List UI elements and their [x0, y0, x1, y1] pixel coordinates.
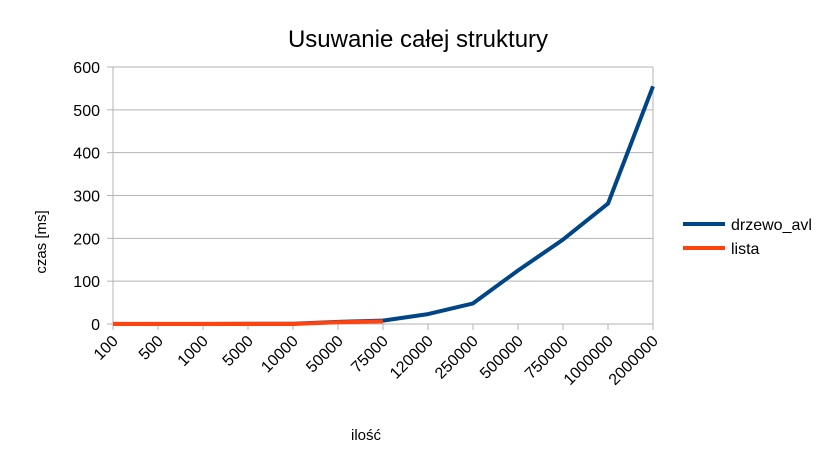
y-tick-label: 100 — [73, 274, 100, 291]
legend-label: lista — [731, 241, 760, 258]
y-tick-label: 300 — [73, 189, 100, 206]
x-tick-label: 100 — [91, 333, 122, 364]
series-lines — [113, 85, 655, 326]
x-tick-label: 75000 — [348, 333, 392, 377]
grid-lines — [112, 66, 654, 325]
x-axis-ticks: 100 500 1000 5000 10000 50000 7500012000025000… — [91, 324, 662, 389]
x-tick-label: 120000 — [387, 333, 437, 383]
chart-title: Usuwanie całej struktury — [288, 26, 548, 53]
x-tick-label: 10000 — [258, 333, 302, 377]
y-tick-label: 400 — [73, 146, 100, 163]
x-tick-label: 2000000 — [606, 333, 662, 389]
x-tick-label: 250000 — [432, 333, 482, 383]
x-axis-label: ilość — [351, 427, 382, 444]
series-line-drzewo_avl — [113, 85, 655, 326]
y-tick-label: 500 — [73, 103, 100, 120]
x-tick-label: 50000 — [303, 333, 347, 377]
y-axis-label: czas [ms] — [33, 210, 50, 273]
x-tick-label: 500000 — [477, 333, 527, 383]
x-tick-label: 1000 — [175, 333, 212, 370]
y-tick-label: 200 — [73, 231, 100, 248]
series-line-lista — [113, 319, 384, 326]
x-tick-label: 5000 — [220, 333, 257, 370]
y-axis-ticks: 0 100 200 300 400 500 600 — [73, 60, 113, 334]
x-tick-label: 500 — [136, 333, 167, 364]
y-tick-label: 600 — [73, 60, 100, 77]
legend-label: drzewo_avl — [731, 217, 812, 234]
y-tick-label: 0 — [91, 317, 100, 334]
